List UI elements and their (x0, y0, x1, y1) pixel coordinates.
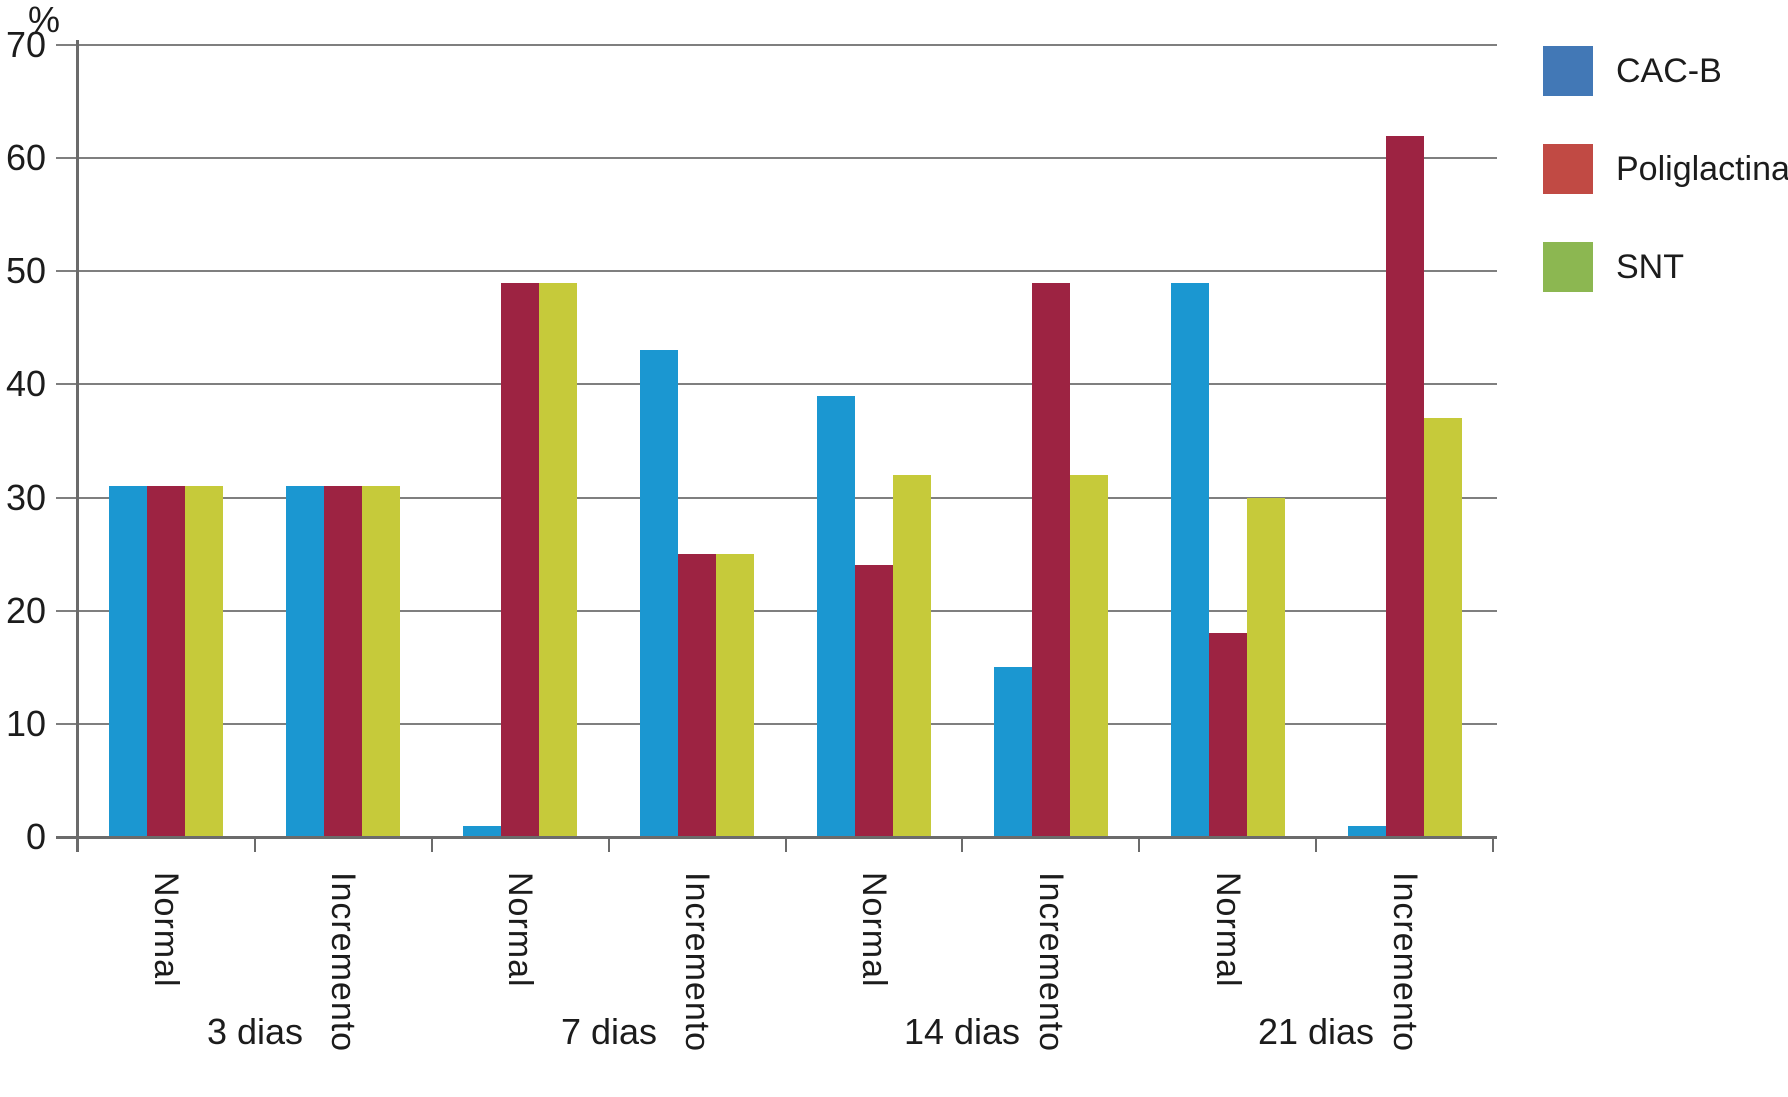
group-label-3-dias: 3 dias (206, 1011, 304, 1052)
x-label-normal-6: Normal (1209, 872, 1247, 988)
gridline-20 (78, 609, 1497, 612)
bar-3-dias-incremento-snt (362, 486, 400, 837)
bar-14-dias-normal-snt (893, 475, 931, 837)
x-label-incremento-3: Incremento (678, 872, 716, 1053)
y-axis-unit-label: % (27, 0, 60, 40)
y-tick-label-40: 40 (5, 363, 46, 405)
bar-7-dias-incremento-snt (716, 554, 754, 837)
y-tick-30 (56, 496, 78, 499)
x-label-incremento-7: Incremento (1386, 872, 1424, 1053)
y-tick-10 (56, 722, 78, 725)
y-tick-label-30: 30 (5, 476, 46, 518)
bar-3-dias-normal-cac-b (109, 486, 147, 837)
gridline-10 (78, 722, 1497, 725)
gridline-60 (78, 157, 1497, 160)
x-axis-line (56, 836, 1497, 839)
y-tick-label-60: 60 (5, 137, 46, 179)
bar-7-dias-incremento-cac-b (640, 350, 678, 837)
legend-swatch-poliglactina (1543, 144, 1593, 194)
x-label-normal-4: Normal (855, 872, 893, 988)
x-tick-4 (785, 837, 787, 852)
bar-7-dias-incremento-poliglactina (678, 554, 716, 837)
group-label-7-dias: 7 dias (560, 1011, 658, 1052)
x-tick-6 (1138, 837, 1140, 852)
bar-3-dias-normal-snt (185, 486, 223, 837)
group-label-14-dias: 14 dias (903, 1011, 1021, 1052)
gridline-30 (78, 496, 1497, 499)
bar-14-dias-incremento-snt (1070, 475, 1108, 837)
y-tick-50 (56, 270, 78, 273)
y-tick-label-20: 20 (5, 589, 46, 631)
x-tick-5 (961, 837, 963, 852)
bar-14-dias-incremento-poliglactina (1032, 283, 1070, 837)
bar-21-dias-normal-poliglactina (1209, 633, 1247, 837)
gridline-70 (78, 44, 1497, 46)
bar-7-dias-normal-poliglactina (501, 283, 539, 837)
y-tick-label-10: 10 (5, 702, 46, 744)
x-tick-3 (608, 837, 610, 852)
bar-21-dias-incremento-cac-b (1348, 826, 1386, 837)
bar-21-dias-normal-cac-b (1171, 283, 1209, 837)
x-label-normal-0: Normal (147, 872, 185, 988)
y-tick-label-0: 0 (25, 816, 46, 857)
bar-14-dias-normal-poliglactina (855, 565, 893, 837)
bar-7-dias-normal-snt (539, 283, 577, 837)
bar-21-dias-normal-snt (1247, 498, 1285, 837)
x-tick-2 (431, 837, 433, 852)
x-tick-1 (254, 837, 256, 852)
y-tick-label-70: 70 (5, 24, 46, 65)
y-tick-20 (56, 609, 78, 612)
y-tick-70 (56, 44, 78, 46)
y-axis-line (76, 40, 79, 852)
gridline-50 (78, 270, 1497, 273)
x-tick-8 (1492, 837, 1494, 852)
gridline-40 (78, 383, 1497, 386)
bar-3-dias-incremento-cac-b (286, 486, 324, 837)
legend-swatch-snt (1543, 242, 1593, 292)
x-tick-7 (1315, 837, 1317, 852)
bar-21-dias-incremento-snt (1424, 418, 1462, 837)
x-label-incremento-5: Incremento (1032, 872, 1070, 1053)
x-label-incremento-1: Incremento (324, 872, 362, 1053)
y-tick-60 (56, 157, 78, 160)
x-label-normal-2: Normal (501, 872, 539, 988)
bar-14-dias-normal-cac-b (817, 396, 855, 837)
bar-3-dias-normal-poliglactina (147, 486, 185, 837)
bar-7-dias-normal-cac-b (463, 826, 501, 837)
legend-label-cac-b: CAC-B (1616, 52, 1722, 90)
legend-label-poliglactina: Poliglactina (1616, 150, 1788, 188)
group-label-21-dias: 21 dias (1257, 1011, 1375, 1052)
y-tick-label-50: 50 (5, 250, 46, 292)
bar-3-dias-incremento-poliglactina (324, 486, 362, 837)
bar-21-dias-incremento-poliglactina (1386, 136, 1424, 837)
legend-label-snt: SNT (1616, 248, 1684, 286)
bar-14-dias-incremento-cac-b (994, 667, 1032, 837)
legend-swatch-cac-b (1543, 46, 1593, 96)
y-tick-40 (56, 383, 78, 386)
